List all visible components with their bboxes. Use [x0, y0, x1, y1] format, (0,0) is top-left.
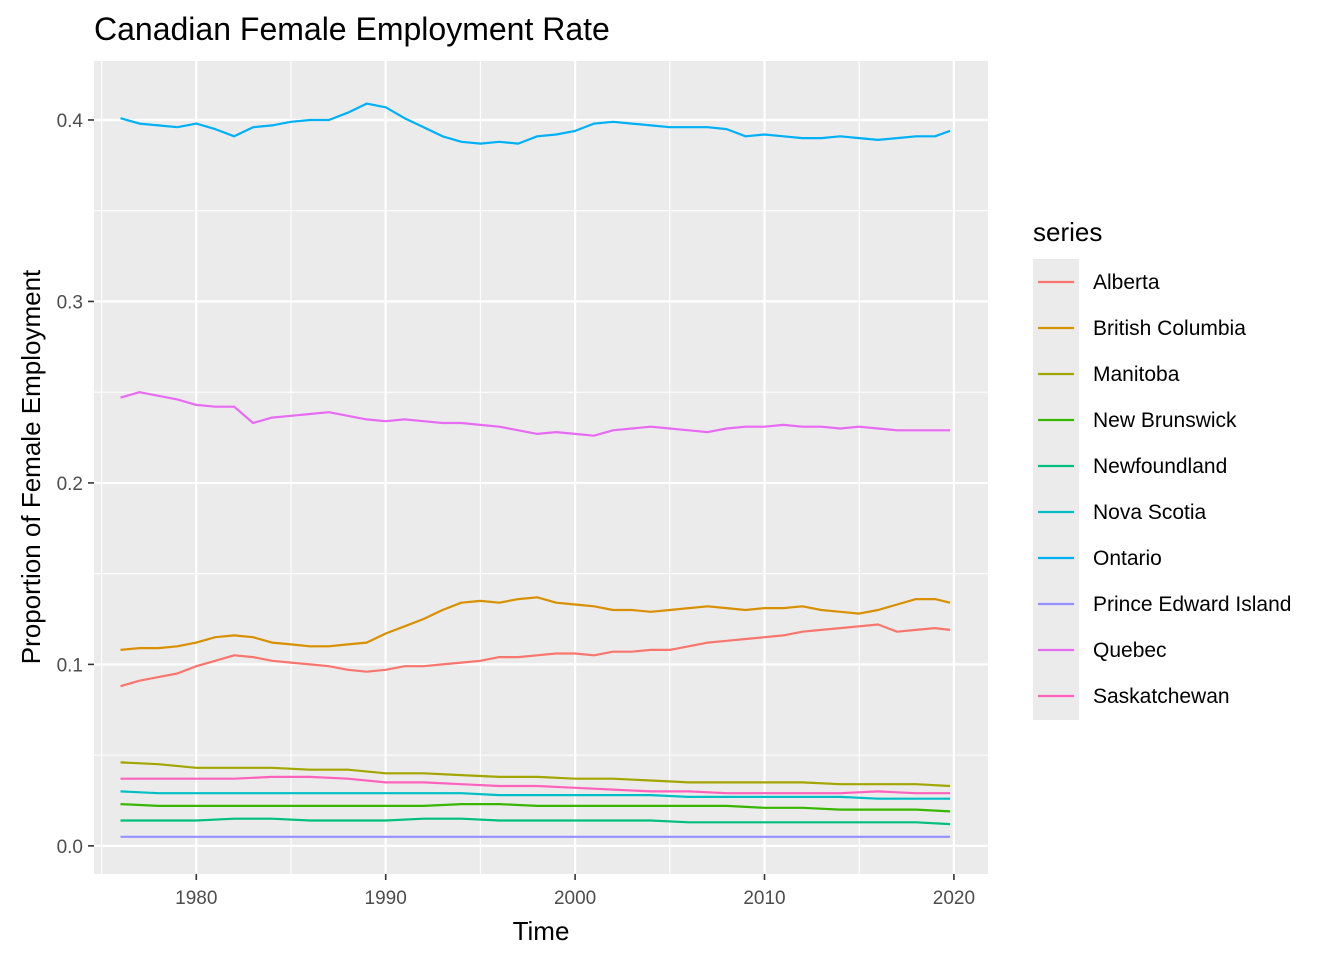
legend-label-saskatchewan: Saskatchewan: [1093, 685, 1230, 708]
major-gridlines: [94, 61, 988, 874]
series-line-alberta: [120, 623, 951, 688]
chart-title: Canadian Female Employment Rate: [94, 11, 610, 47]
series-line-manitoba: [120, 761, 951, 788]
legend-label-nova-scotia: Nova Scotia: [1093, 501, 1207, 524]
legend-key-background: [1033, 259, 1079, 720]
series-line-saskatchewan: [120, 775, 951, 795]
y-tick-label: 0.0: [57, 837, 83, 858]
y-axis: 0.0 0.1 0.2 0.3 0.4: [57, 111, 94, 858]
y-tick-label: 0.3: [57, 292, 83, 313]
x-axis: 1980 1990 2000 2010 2020: [175, 874, 975, 909]
legend-label-quebec: Quebec: [1093, 639, 1167, 662]
legend-label-alberta: Alberta: [1093, 271, 1160, 294]
y-tick-label: 0.1: [57, 655, 83, 676]
series-lines: [120, 102, 951, 838]
legend-label-manitoba: Manitoba: [1093, 363, 1180, 386]
x-tick-label: 2020: [933, 888, 975, 909]
series-line-newfoundland: [120, 817, 951, 826]
legend-items: Alberta British Columbia Manitoba New Bruns…: [1038, 271, 1291, 708]
x-tick-label: 1990: [365, 888, 407, 909]
x-tick-label: 1980: [175, 888, 217, 909]
legend-label-british-columbia: British Columbia: [1093, 317, 1246, 340]
y-axis-title: Proportion of Female Employment: [16, 269, 46, 664]
legend: series Alberta British Columbia Manitoba Ne…: [1033, 217, 1291, 720]
legend-label-prince-edward-island: Prince Edward Island: [1093, 593, 1291, 616]
plot-panel: [94, 61, 988, 874]
y-tick-label: 0.2: [57, 474, 83, 495]
x-tick-label: 2010: [743, 888, 785, 909]
series-line-ontario: [120, 102, 951, 145]
legend-title: series: [1033, 217, 1102, 247]
x-axis-title: Time: [513, 916, 570, 946]
legend-label-ontario: Ontario: [1093, 547, 1162, 570]
series-line-quebec: [120, 391, 951, 437]
minor-gridlines: [94, 61, 988, 874]
series-line-british-columbia: [120, 596, 951, 651]
legend-label-new-brunswick: New Brunswick: [1093, 409, 1237, 432]
series-line-nova-scotia: [120, 790, 951, 800]
series-line-new-brunswick: [120, 802, 951, 813]
x-tick-label: 2000: [554, 888, 596, 909]
legend-label-newfoundland: Newfoundland: [1093, 455, 1227, 478]
y-tick-label: 0.4: [57, 111, 84, 132]
